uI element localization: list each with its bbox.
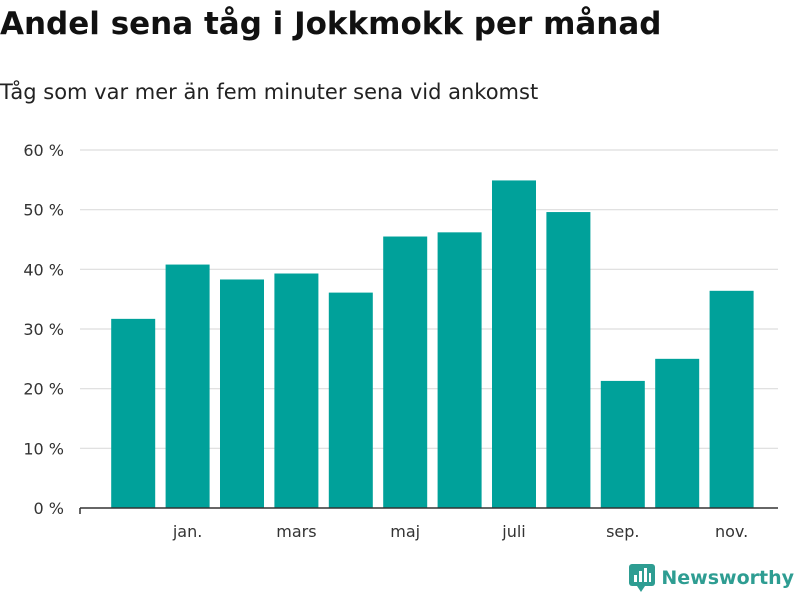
chart-title: Andel sena tåg i Jokkmokk per månad bbox=[0, 6, 662, 42]
y-tick-label: 40 % bbox=[23, 260, 64, 279]
bar-feb bbox=[220, 279, 264, 508]
bar-mars bbox=[274, 273, 319, 508]
bar-nov bbox=[709, 290, 754, 508]
x-tick-label: mars bbox=[276, 522, 316, 541]
newsworthy-logo-text: Newsworthy bbox=[661, 567, 794, 589]
x-axis bbox=[79, 507, 778, 514]
bars bbox=[111, 180, 754, 508]
x-tick-label: maj bbox=[390, 522, 420, 541]
y-tick-label: 0 % bbox=[34, 499, 64, 518]
y-tick-label: 50 % bbox=[23, 201, 64, 220]
y-tick-label: 30 % bbox=[23, 320, 64, 339]
bar-maj bbox=[383, 236, 428, 508]
bar-aug bbox=[546, 212, 591, 508]
newsworthy-logo-icon bbox=[629, 564, 656, 592]
x-tick-label: sep. bbox=[606, 522, 639, 541]
x-tick-label: nov. bbox=[715, 522, 748, 541]
y-tick-label: 20 % bbox=[23, 380, 64, 399]
newsworthy-logo: Newsworthy bbox=[629, 564, 794, 592]
bar-sep bbox=[600, 380, 645, 508]
chart-subtitle: Tåg som var mer än fem minuter sena vid … bbox=[0, 80, 539, 104]
bar-jan bbox=[165, 264, 210, 508]
bar-apr bbox=[328, 292, 373, 508]
y-axis-ticks: 0 % 10 % 20 % 30 % 40 % 50 % 60 % bbox=[23, 141, 64, 518]
x-axis-ticks: jan. mars maj juli sep. nov. bbox=[172, 522, 748, 541]
bar-dec bbox=[111, 318, 156, 508]
x-tick-label: jan. bbox=[172, 522, 202, 541]
bar-okt bbox=[655, 358, 700, 508]
bar-juni bbox=[437, 232, 482, 508]
y-tick-label: 60 % bbox=[23, 141, 64, 160]
y-tick-label: 10 % bbox=[23, 439, 64, 458]
bar-juli bbox=[492, 180, 536, 508]
x-tick-label: juli bbox=[501, 522, 525, 541]
